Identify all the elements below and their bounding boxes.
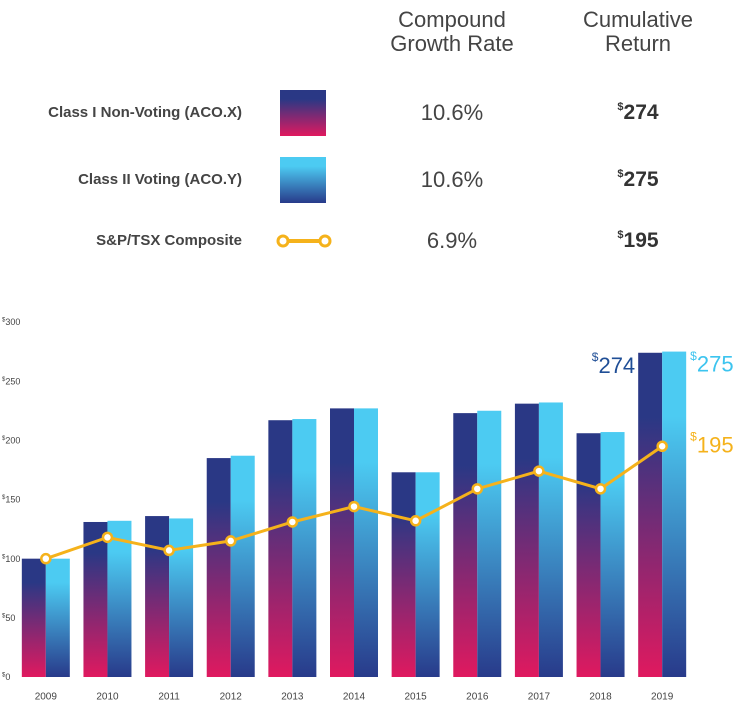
series-name: Class I Non-Voting (ACO.X) [48,104,242,121]
line-marker [163,544,175,557]
x-tick-label: 2011 [158,692,180,702]
line-marker [286,516,299,528]
bar [600,432,625,677]
bar [391,472,416,677]
cumulative-return: $195 [617,229,659,252]
growth-rate: 6.9% [426,228,478,253]
bar [107,520,132,677]
bar [354,408,378,677]
y-tick-label: $50 [2,613,15,623]
bar [83,521,108,677]
x-tick-label: 2014 [343,692,366,702]
bar [145,516,170,677]
x-tick-label: 2009 [35,692,58,702]
line-marker [471,483,484,495]
bar [206,458,231,677]
x-tick-label: 2018 [589,692,612,702]
cumulative-return: $275 [617,168,659,191]
bar [477,410,502,677]
column-header: Cumulative Return [582,7,694,56]
series-name: S&P/TSX Composite [96,232,242,249]
value-label: $274 [592,350,635,377]
bar [514,403,539,677]
bar [268,420,293,677]
growth-rate: 10.6% [420,167,484,192]
bar [21,558,46,677]
bar [538,402,563,677]
bar [45,558,70,677]
bar [638,352,663,677]
line-marker [101,531,114,544]
bar [292,419,317,677]
x-tick-label: 2010 [96,692,119,702]
bar [415,472,440,677]
legend-marker [318,234,332,248]
y-tick-label: $0 [2,672,10,682]
y-tick-label: $300 [2,317,20,327]
bar [453,413,478,677]
line-marker [656,440,668,452]
x-tick-label: 2016 [466,692,489,702]
y-tick-label: $150 [2,495,20,505]
bar [576,433,601,677]
line-marker [40,552,52,565]
column-header: Compound Growth Rate [390,7,514,56]
bar [330,408,354,677]
bar [662,351,687,677]
line-marker [409,515,422,527]
value-label: $275 [690,349,733,376]
x-tick-label: 2019 [651,692,674,702]
x-tick-label: 2013 [281,692,304,702]
legend-swatch [280,157,326,203]
line-marker [224,535,237,547]
x-tick-label: 2012 [220,692,243,702]
legend-swatch [280,90,326,136]
y-tick-label: $200 [2,436,20,446]
series-name: Class II Voting (ACO.Y) [78,171,242,188]
legend-marker [276,234,290,248]
y-tick-label: $100 [2,554,20,564]
x-tick-label: 2017 [528,692,551,702]
growth-rate: 10.6% [420,100,484,125]
cumulative-return: $274 [617,101,659,124]
bar [169,518,194,677]
line-marker [348,500,360,513]
bar [230,455,255,677]
x-tick-label: 2015 [405,692,428,702]
y-tick-label: $250 [2,376,20,386]
value-label: $195 [690,430,733,457]
line-marker [594,483,607,495]
line-marker [533,465,545,477]
